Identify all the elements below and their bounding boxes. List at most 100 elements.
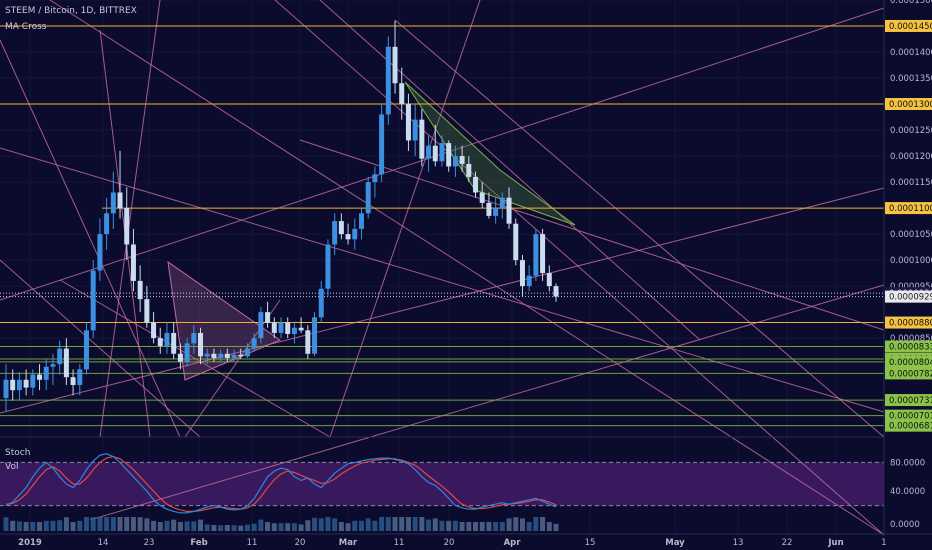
horizontal-levels: [0, 25, 884, 427]
indicator-vol[interactable]: Vol: [5, 462, 19, 472]
volume-bar: [526, 522, 532, 531]
volume-bar: [57, 520, 63, 531]
time-tick-label: 1: [881, 538, 886, 548]
volume-bar: [157, 522, 163, 531]
price-tick-label: 0.00010000: [890, 256, 932, 266]
candle-body: [526, 275, 532, 287]
candle-body: [493, 208, 499, 216]
candle-body: [244, 348, 250, 357]
candle-body: [459, 156, 465, 164]
candle-body: [513, 223, 519, 261]
candle-body: [184, 343, 190, 362]
candle-body: [412, 119, 418, 141]
candle-body: [271, 322, 277, 333]
candle-body: [486, 202, 492, 216]
candle-body: [379, 114, 385, 175]
volume-bar: [546, 522, 552, 531]
green-level-label: 0.00007011: [889, 412, 932, 422]
price-tick-label: 0.00010500: [890, 230, 932, 240]
candle-body: [171, 332, 177, 354]
candle-body: [231, 354, 237, 358]
trend-line: [0, 147, 885, 413]
trend-line: [99, 0, 161, 438]
candle-body: [124, 208, 130, 245]
candle-body: [16, 379, 22, 391]
volume-bar: [466, 522, 472, 531]
candlesticks: [3, 20, 559, 411]
candle-body: [405, 104, 411, 141]
volume-bar: [151, 520, 157, 531]
candle-body: [77, 369, 83, 385]
candle-body: [312, 317, 318, 354]
trend-lines: [0, 0, 885, 536]
candle-body: [157, 338, 163, 346]
candle-body: [358, 213, 364, 229]
symbol-title: STEEM / Bitcoin, 1D, BITTREX: [5, 6, 137, 16]
candle-body: [10, 379, 16, 391]
volume-bar: [191, 521, 197, 531]
green-level-label: 0.00006818: [889, 422, 932, 432]
volume-bar: [305, 520, 311, 531]
candle-body: [238, 354, 244, 357]
candle-body: [218, 353, 224, 358]
volume-bar: [177, 522, 183, 531]
triangle-pattern: [167, 260, 282, 381]
volume-bar: [479, 522, 485, 531]
volume-bar: [519, 518, 525, 531]
volume-bar: [338, 522, 344, 531]
candle-body: [446, 143, 452, 167]
trend-line: [0, 39, 181, 438]
volume-bar: [318, 518, 324, 531]
volume-bar: [553, 523, 559, 531]
price-axis[interactable]: 0.00015000 0.00014000 0.00013500 0.00012500…: [890, 0, 932, 344]
candle-body: [533, 234, 539, 276]
volume-bar: [77, 520, 83, 531]
volume-bar: [10, 520, 16, 531]
volume-bar: [358, 520, 364, 531]
candle-body: [298, 327, 304, 331]
candle-body: [392, 46, 398, 84]
green-level-label-bg: [885, 355, 932, 368]
volume-bar: [204, 524, 210, 531]
price-tick-label: 0.00009500: [890, 282, 932, 292]
candle-body: [50, 364, 56, 367]
candle-body: [164, 332, 170, 346]
candle-body: [70, 377, 76, 385]
stoch-d-line: [5, 455, 557, 512]
volume-bar: [70, 522, 76, 531]
time-tick-label: 13: [733, 538, 744, 548]
stoch-axis: 80.0000 40.0000 0.0000: [890, 458, 925, 530]
volume-bar: [412, 517, 418, 531]
time-tick-label: 15: [585, 538, 596, 548]
candle-body: [372, 174, 378, 183]
candle-body: [191, 332, 197, 344]
candle-body: [325, 244, 331, 289]
volume-bar: [110, 517, 116, 531]
price-tick-label: 0.00008500: [890, 334, 932, 344]
candle-body: [43, 366, 49, 380]
time-tick-label: 22: [782, 538, 793, 548]
trend-line: [329, 0, 481, 438]
price-tick-label: 0.00013500: [890, 74, 932, 84]
volume-tick-label: 0.0000: [890, 520, 920, 530]
candle-body: [151, 322, 157, 339]
price-tick-label: 0.00012500: [890, 126, 932, 136]
volume-bar: [3, 517, 9, 531]
volume-bar: [499, 522, 505, 531]
time-tick-label: 20: [295, 538, 306, 548]
candle-body: [479, 192, 485, 203]
volume-bar: [486, 522, 492, 531]
volume-bar: [298, 524, 304, 531]
current-price-label: 0.00009298: [889, 293, 932, 303]
volume-bar: [291, 523, 297, 531]
candle-body: [137, 280, 143, 300]
candle-body: [473, 176, 479, 193]
indicator-stoch[interactable]: Stoch: [5, 448, 31, 458]
current-price-label-bg: [885, 290, 932, 303]
time-axis[interactable]: 2019 14 23 Feb 11 20 Mar 11 20 Apr 15 May 13 22 Jun 1: [18, 538, 887, 548]
indicator-ma-cross[interactable]: MA Cross: [5, 22, 47, 32]
time-tick-label: 23: [144, 538, 155, 548]
stoch-k-line: [5, 453, 557, 514]
volume-bar: [278, 523, 284, 531]
